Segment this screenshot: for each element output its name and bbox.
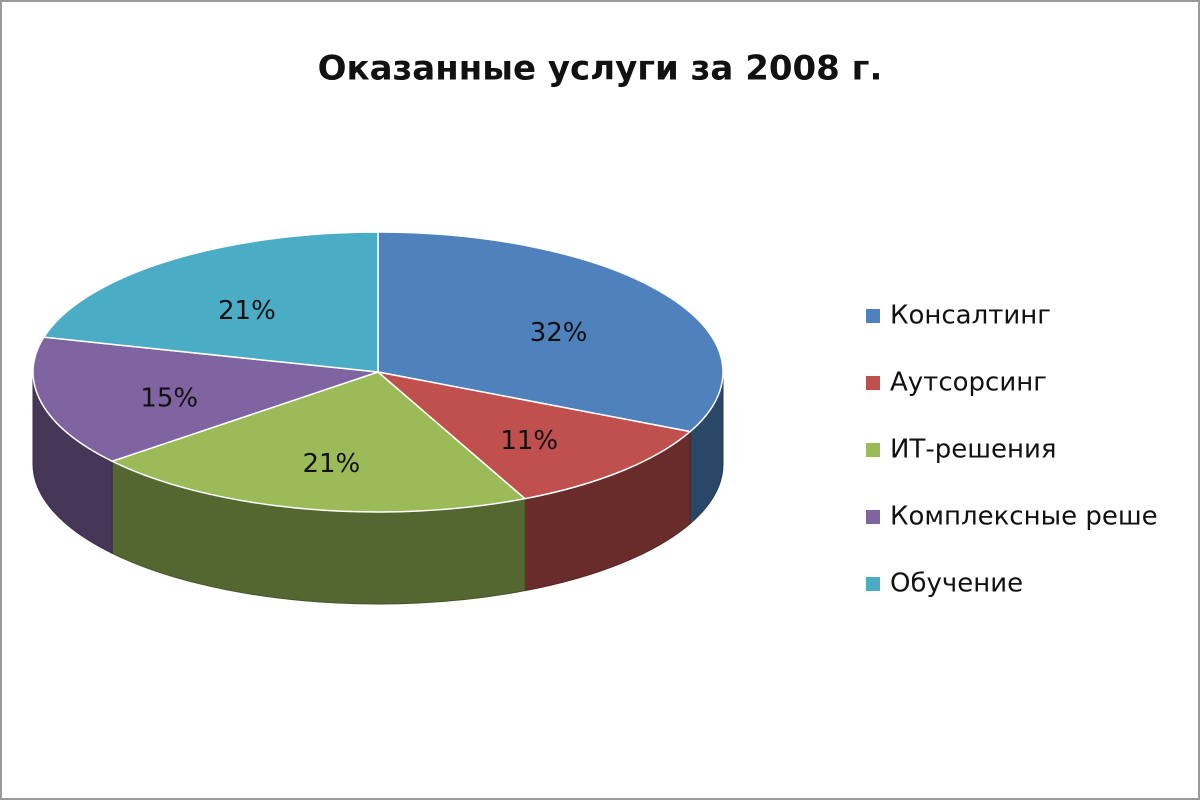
legend-marker [866,443,880,457]
legend-label: Обучение [890,569,1023,599]
data-label: 15% [140,383,198,413]
legend-label: Консалтинг [890,301,1051,331]
slice [377,231,724,433]
legend-marker [866,309,880,323]
slice [110,371,527,513]
legend-marker [866,510,880,524]
data-label: 21% [218,296,276,326]
data-label: 32% [530,318,588,348]
legend-marker [866,376,880,390]
slice [32,336,379,463]
slice [42,231,379,373]
chart-title: Оказанные услуги за 2008 г. [318,49,883,89]
legend-marker [866,577,880,591]
data-label: 11% [500,426,558,456]
slice [375,370,692,500]
data-label: 21% [302,449,360,479]
legend-label: Комплексные реше [890,502,1158,532]
legend-label: Аутсорсинг [890,368,1047,398]
legend-label: ИТ-решения [890,435,1057,465]
